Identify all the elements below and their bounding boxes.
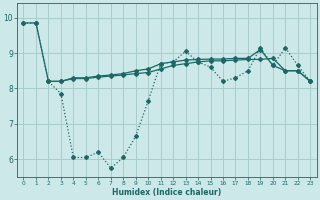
X-axis label: Humidex (Indice chaleur): Humidex (Indice chaleur) [112,188,221,197]
